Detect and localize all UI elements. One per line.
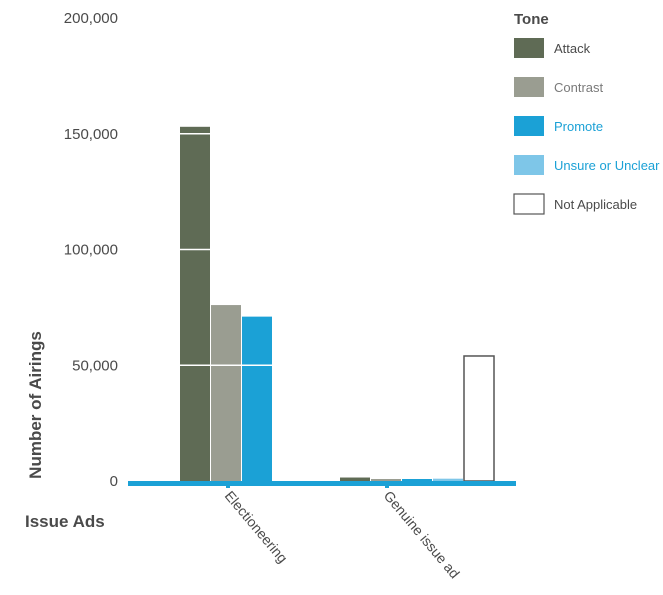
legend: Tone Attack Contrast Promote Unsure or Uncl… (513, 11, 660, 215)
legend-swatch-contrast (514, 77, 544, 97)
legend-swatch-not-applicable (513, 193, 545, 215)
bar-not-applicable-genuine-issue-ad (463, 355, 495, 482)
bar-contrast-genuine-issue-ad (371, 479, 401, 481)
legend-label: Promote (554, 119, 603, 134)
y-tick-label: 50,000 (72, 357, 118, 374)
x-axis-categories: Electioneering Genuine issue ad (222, 484, 463, 581)
bars (178, 17, 495, 482)
x-tick-mark (226, 484, 230, 488)
x-axis-baseline (128, 481, 516, 486)
bar-unsure-or-unclear-genuine-issue-ad (433, 478, 463, 481)
bar-attack-genuine-issue-ad (340, 477, 370, 481)
y-axis-title: Number of Airings (26, 331, 45, 479)
y-tick-label: 100,000 (64, 242, 118, 259)
baseline (128, 481, 516, 486)
legend-title: Tone (514, 11, 549, 28)
bar-promote-genuine-issue-ad (402, 479, 432, 481)
y-tick-label: 200,000 (64, 10, 118, 27)
legend-label: Attack (554, 41, 591, 56)
bar-contrast-electioneering (211, 305, 241, 481)
y-tick-label: 150,000 (64, 126, 118, 143)
legend-swatch-unsure-or-unclear (514, 155, 544, 175)
bar-promote-electioneering (242, 316, 272, 481)
y-tick-label: 0 (110, 473, 118, 490)
legend-label: Not Applicable (554, 197, 637, 212)
legend-label: Unsure or Unclear (554, 158, 660, 173)
bar-attack-electioneering (180, 126, 210, 482)
x-axis-title: Issue Ads (25, 512, 105, 531)
x-tick-mark (385, 484, 389, 488)
legend-swatch-attack (514, 38, 544, 58)
legend-label: Contrast (554, 80, 604, 95)
y-axis-ticks: 0 50,000 100,000 150,000 200,000 (64, 10, 118, 490)
legend-swatch-promote (514, 116, 544, 136)
x-category-label: Electioneering (222, 488, 291, 566)
x-category-label: Genuine issue ad (381, 488, 463, 582)
